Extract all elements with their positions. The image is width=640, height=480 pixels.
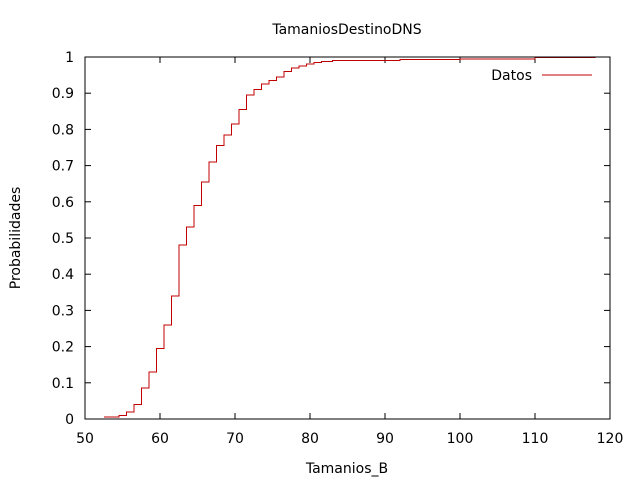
y-tick-label: 0.9 (52, 86, 74, 102)
y-tick-label: 1 (65, 50, 74, 66)
y-tick-label: 0.7 (52, 159, 74, 175)
y-tick-label: 0.1 (52, 376, 74, 392)
x-tick-label: 70 (226, 431, 244, 447)
y-tick-label: 0.8 (52, 122, 74, 138)
series-line-datos (103, 57, 596, 418)
x-axis-label: Tamanios_B (305, 461, 388, 477)
x-tick-label: 50 (76, 431, 94, 447)
x-tick-label: 90 (376, 431, 394, 447)
plot-frame (84, 56, 611, 420)
x-tick-label: 120 (597, 431, 624, 447)
y-tick-label: 0.4 (52, 267, 74, 283)
x-tick-label: 100 (447, 431, 474, 447)
chart-title: TamaniosDestinoDNS (271, 22, 421, 38)
y-tick-label: 0.2 (52, 340, 74, 356)
axis-ticks: 50 60 70 80 90 100 110 120 0 0.1 0.2 0.3 0.4 0.5 0.6 0.… (52, 50, 624, 447)
y-tick-label: 0 (65, 412, 74, 428)
y-tick-label: 0.5 (52, 231, 74, 247)
y-tick-label: 0.6 (52, 195, 74, 211)
x-tick-label: 60 (151, 431, 169, 447)
x-tick-label: 110 (522, 431, 549, 447)
x-tick-label: 80 (301, 431, 319, 447)
legend: Datos (491, 68, 592, 84)
legend-label-datos: Datos (491, 68, 532, 84)
y-axis-label: Probabilidades (8, 187, 24, 290)
y-tick-label: 0.3 (52, 303, 74, 319)
